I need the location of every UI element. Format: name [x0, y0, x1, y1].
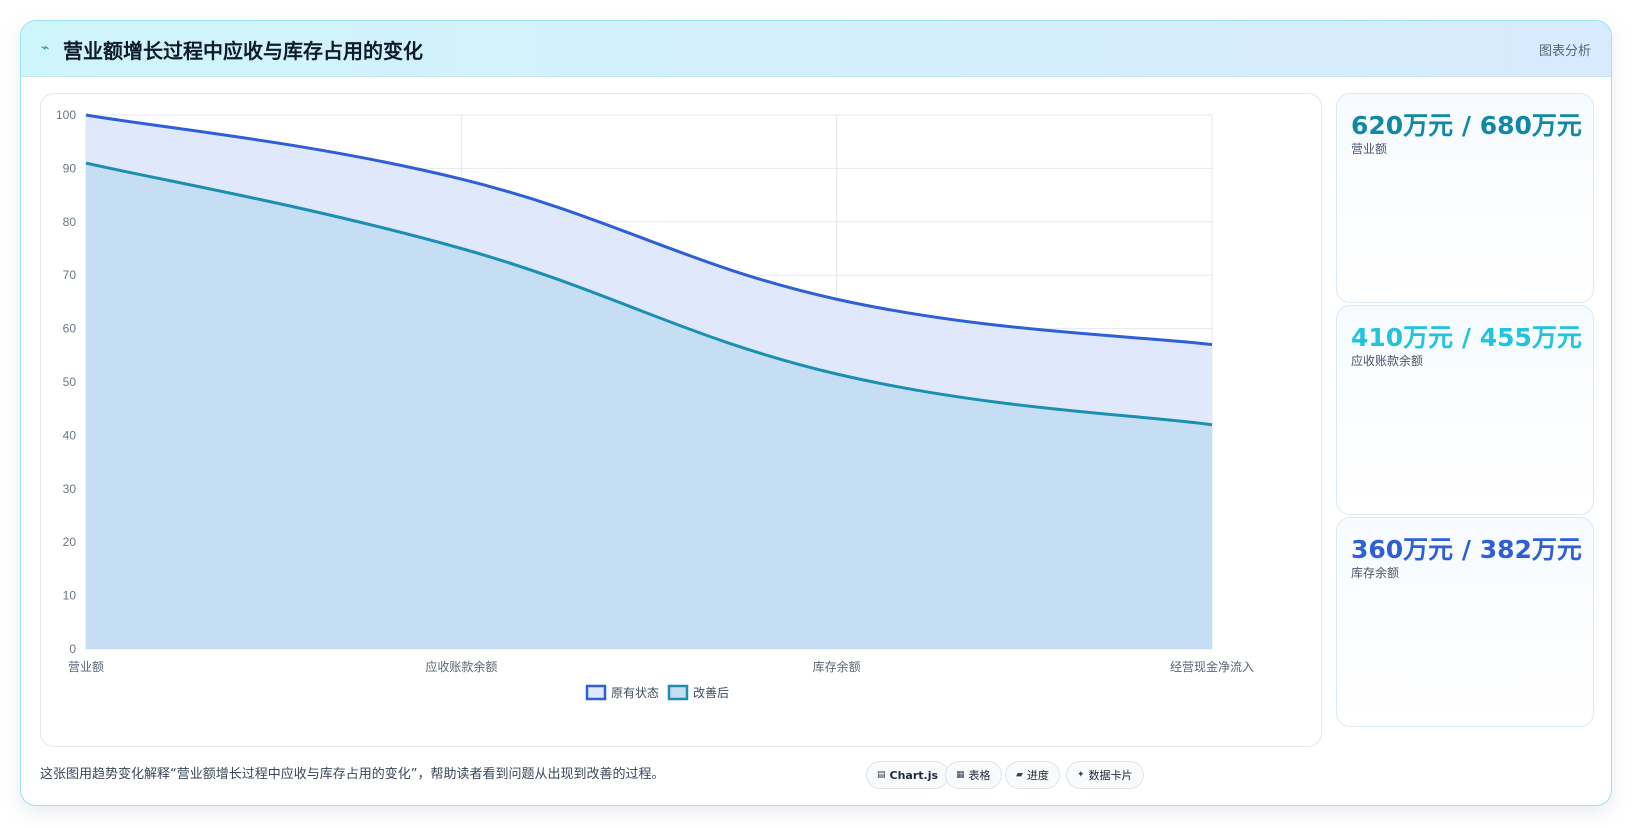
button-label: 数据卡片	[1088, 769, 1133, 782]
chart-card: ⌁ 营业额增长过程中应收与库存占用的变化 图表分析 0 10 20 30 40 50 60 7…	[20, 20, 1612, 806]
x-tick-label: 应收账款余额	[425, 659, 497, 674]
page-title: 营业额增长过程中应收与库存占用的变化	[63, 39, 423, 63]
table-button[interactable]: ▦ 表格	[945, 761, 1002, 789]
stat-value: 620万元 / 680万元	[1351, 111, 1582, 140]
y-tick-label: 20	[63, 535, 77, 549]
card-header: ⌁ 营业额增长过程中应收与库存占用的变化 图表分析	[21, 21, 1611, 77]
stat-card-revenue: 620万元 / 680万元 营业额	[1336, 93, 1594, 303]
legend-item-2[interactable]: 改善后	[667, 684, 729, 701]
y-tick-label: 100	[56, 108, 76, 122]
chart-trend-icon: ⌁	[41, 40, 50, 56]
stat-label: 应收账款余额	[1351, 354, 1424, 368]
x-tick-label: 经营现金净流入	[1170, 659, 1254, 674]
x-tick-label: 库存余额	[813, 659, 861, 674]
stat-value: 410万元 / 455万元	[1351, 323, 1582, 352]
progress-button[interactable]: ▰ 进度	[1005, 761, 1060, 789]
series-line-2	[85, 161, 1213, 427]
data-cards-button[interactable]: ✦ 数据卡片	[1066, 761, 1144, 789]
stat-label: 库存余额	[1351, 566, 1400, 580]
series-area-2	[86, 163, 1212, 649]
chartjs-button[interactable]: ▤ Chart.js	[866, 761, 950, 789]
y-tick-label: 0	[69, 642, 76, 656]
legend-swatch	[585, 684, 607, 701]
chart-icon: ▤	[877, 770, 886, 780]
stat-card-receivables: 410万元 / 455万元 应收账款余额	[1336, 305, 1594, 515]
series-line-1	[85, 113, 1213, 347]
y-tick-label: 70	[63, 268, 77, 282]
x-tick-label: 营业额	[68, 660, 104, 674]
legend-label: 原有状态	[611, 686, 659, 700]
legend-swatch	[667, 684, 689, 701]
area-chart: 0 10 20 30 40 50 60 70 80 90 100 营业额 应收账款余额 库存余额 经营现金净…	[56, 108, 1254, 701]
stat-value: 360万元 / 382万元	[1351, 535, 1582, 564]
y-tick-label: 30	[63, 482, 77, 496]
progress-icon: ▰	[1016, 770, 1023, 780]
stat-card-inventory: 360万元 / 382万元 库存余额	[1336, 517, 1594, 727]
y-tick-label: 50	[63, 375, 77, 389]
y-tick-label: 60	[63, 322, 77, 336]
chart-analysis-label: 图表分析	[1538, 44, 1591, 59]
y-tick-label: 40	[63, 428, 77, 442]
sparkle-icon: ✦	[1077, 770, 1085, 780]
button-label: 进度	[1026, 769, 1049, 782]
y-tick-label: 10	[63, 589, 77, 603]
button-label: 表格	[968, 769, 991, 782]
button-label: Chart.js	[889, 768, 939, 782]
chart-description: 这张图用趋势变化解释“营业额增长过程中应收与库存占用的变化”，帮助读者看到问题从…	[40, 767, 665, 782]
y-tick-label: 80	[63, 215, 77, 229]
y-tick-label: 90	[63, 161, 77, 175]
legend-item-1[interactable]: 原有状态	[585, 684, 659, 701]
chart-panel: 0 10 20 30 40 50 60 70 80 90 100 营业额 应收账款余额 库存余额 经营现金净…	[40, 93, 1322, 747]
legend-label: 改善后	[693, 685, 729, 700]
table-icon: ▦	[956, 770, 965, 780]
stat-label: 营业额	[1351, 142, 1388, 156]
